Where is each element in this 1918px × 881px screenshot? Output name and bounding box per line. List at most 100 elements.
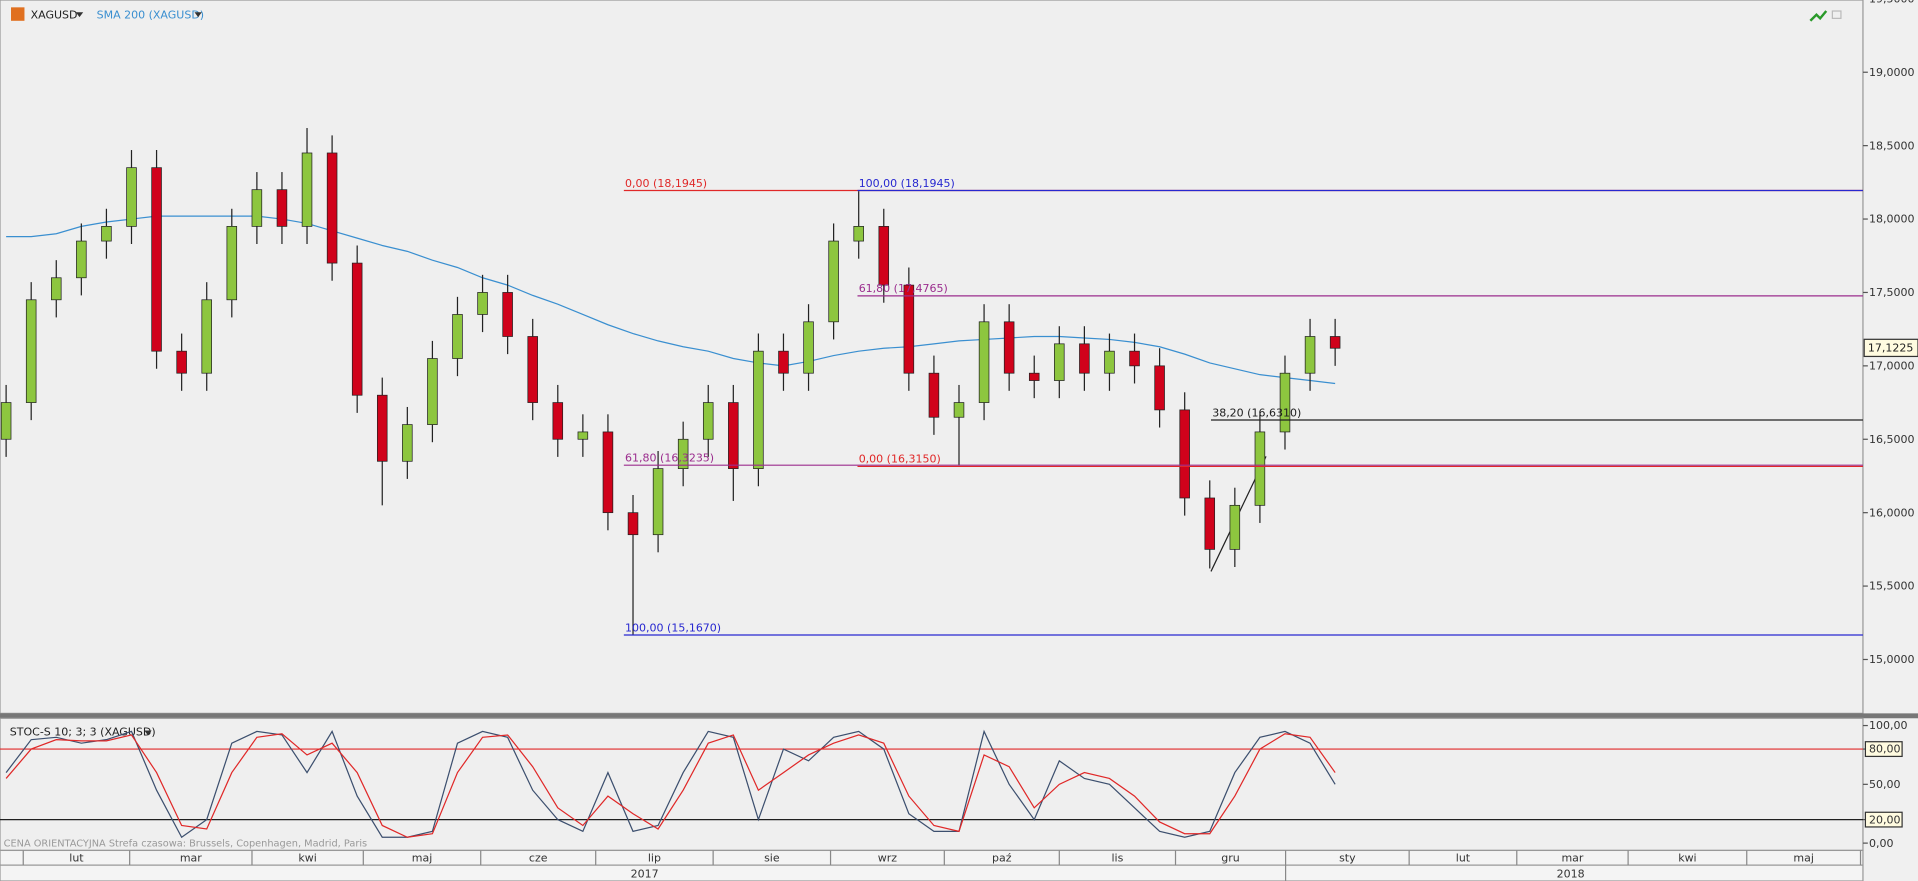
y-tick-label: 19,0000 <box>1869 66 1914 79</box>
main-panel <box>0 0 1864 714</box>
candle-body <box>1028 372 1040 381</box>
candle-body <box>803 321 814 374</box>
last-price-box <box>1863 338 1918 358</box>
candle-body <box>201 299 212 374</box>
candle-body <box>276 189 288 227</box>
candle-body <box>853 226 864 242</box>
y-tick-label: 20,00 <box>1869 813 1900 826</box>
candle-body <box>702 402 714 440</box>
window-icon[interactable] <box>1831 10 1842 19</box>
candle-body <box>1154 365 1165 411</box>
month-label: sie <box>764 851 780 864</box>
candle-body <box>978 321 990 403</box>
month-label: wrz <box>878 851 898 864</box>
candle-body <box>1079 343 1090 374</box>
candle-body <box>1229 504 1241 550</box>
candle-body <box>1204 497 1216 550</box>
indicator-title[interactable]: SMA 200 (XAGUSD) <box>97 8 204 21</box>
month-label: mar <box>180 851 202 864</box>
candle-body <box>251 189 263 227</box>
sma-line <box>6 215 1336 385</box>
candle-body <box>1279 372 1291 433</box>
candle-body <box>351 262 363 396</box>
last-price-label: 17,1225 <box>1868 342 1913 355</box>
candle-body <box>602 431 614 514</box>
dropdown-arrow[interactable] <box>144 730 152 736</box>
candle-body <box>527 336 538 403</box>
candle-body <box>226 226 238 301</box>
month-label: kwi <box>298 851 316 864</box>
month-label: cze <box>529 851 548 864</box>
candle-body <box>778 350 789 374</box>
candle-body <box>1304 336 1316 374</box>
candle-body <box>1054 343 1065 381</box>
candle-body <box>577 431 589 440</box>
footer-note: CENA ORIENTACYJNA Strefa czasowa: Brusse… <box>4 839 367 850</box>
candle-body <box>126 167 137 227</box>
candle-body <box>502 292 513 337</box>
candle-body <box>728 402 739 469</box>
month-label: lip <box>648 851 661 864</box>
dropdown-arrow[interactable] <box>75 12 84 18</box>
month-label: kwi <box>1678 851 1696 864</box>
year-label: 2018 <box>1557 867 1585 880</box>
y-tick-label: 17,0000 <box>1869 360 1914 373</box>
month-label: lut <box>69 851 84 864</box>
chart-icon[interactable] <box>1809 10 1828 22</box>
month-label: gru <box>1221 851 1239 864</box>
y-tick-label: 80,00 <box>1869 743 1900 756</box>
candle-body <box>51 277 62 301</box>
y-tick-label: 16,5000 <box>1869 433 1914 446</box>
candle-body <box>326 152 338 264</box>
candle-body <box>928 372 940 418</box>
candle-body <box>828 240 839 323</box>
candle-body <box>76 240 87 279</box>
month-label: maj <box>1793 851 1814 864</box>
candle-body <box>376 394 388 462</box>
candle-body <box>101 226 112 242</box>
candle-body <box>301 152 313 227</box>
stoch-panel <box>0 717 1864 852</box>
stoch-line <box>5 733 1336 838</box>
y-tick-label: 16,0000 <box>1869 506 1914 519</box>
month-label: lis <box>1111 851 1123 864</box>
y-tick-label: 0,00 <box>1869 837 1893 850</box>
y-tick-label: 19,5000 <box>1869 0 1914 5</box>
candle-body <box>878 226 890 286</box>
fib-label: 100,00 (15,1670) <box>625 621 721 634</box>
fib-label: 38,20 (16,6310) <box>1212 406 1301 419</box>
stoch-line <box>5 729 1336 839</box>
tick-box <box>1864 741 1903 758</box>
candle-body <box>1129 350 1140 367</box>
month-label: paź <box>992 851 1012 864</box>
fib-label: 61,80 (17,4765) <box>859 282 948 295</box>
candle-body <box>652 468 664 536</box>
fib-label: 61,80 (16,3235) <box>625 452 714 465</box>
candle-body <box>552 402 564 440</box>
fib-label: 0,00 (18,1945) <box>625 177 707 190</box>
candle-body <box>402 424 413 462</box>
month-label: sty <box>1339 851 1356 864</box>
candle-body <box>477 292 488 315</box>
y-tick-label: 18,5000 <box>1869 139 1914 152</box>
month-label: mar <box>1561 851 1583 864</box>
y-tick-label: 17,5000 <box>1869 286 1914 299</box>
fib-label: 100,00 (18,1945) <box>859 177 955 190</box>
dropdown-arrow[interactable] <box>194 12 202 18</box>
month-label: lut <box>1456 851 1471 864</box>
panel-separator <box>0 713 1918 719</box>
y-tick-label: 15,5000 <box>1869 580 1914 593</box>
symbol-title[interactable]: XAGUSD <box>31 8 78 21</box>
candle-body <box>627 512 639 536</box>
candle-body <box>903 284 915 374</box>
candle-body <box>1003 321 1015 374</box>
month-label: maj <box>412 851 433 864</box>
y-tick-label: 18,0000 <box>1869 213 1914 226</box>
candle-body <box>953 402 965 418</box>
fib-label: 0,00 (16,3150) <box>859 453 941 466</box>
candle-body <box>0 402 12 440</box>
y-tick-label: 15,0000 <box>1869 653 1914 666</box>
candle-body <box>176 350 187 374</box>
tick-box <box>1864 811 1903 828</box>
symbol-icon <box>11 7 25 21</box>
